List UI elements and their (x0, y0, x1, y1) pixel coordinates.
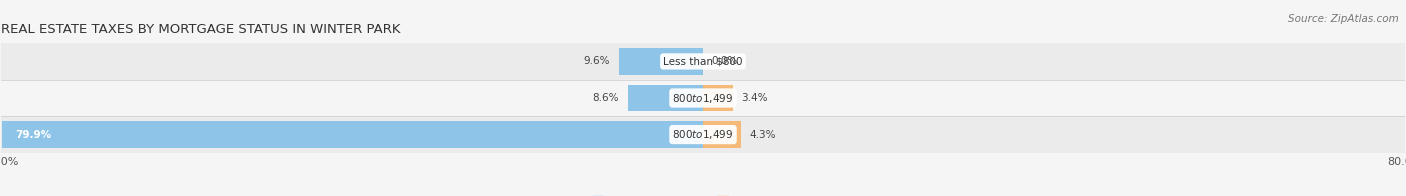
Text: 79.9%: 79.9% (15, 130, 52, 140)
Text: 4.3%: 4.3% (749, 130, 776, 140)
Text: Less than $800: Less than $800 (664, 56, 742, 66)
Text: 3.4%: 3.4% (741, 93, 768, 103)
Bar (627, 85, 703, 111)
Bar (703, 121, 741, 148)
Text: 0.0%: 0.0% (711, 56, 738, 66)
Text: $800 to $1,499: $800 to $1,499 (672, 92, 734, 104)
Text: 9.6%: 9.6% (583, 56, 610, 66)
Bar (0, 80, 1406, 116)
Bar (619, 48, 703, 75)
Bar (3, 121, 703, 148)
Bar (0, 43, 1406, 80)
Bar (703, 85, 733, 111)
Text: $800 to $1,499: $800 to $1,499 (672, 128, 734, 141)
Legend: Without Mortgage, With Mortgage: Without Mortgage, With Mortgage (588, 192, 818, 196)
Text: REAL ESTATE TAXES BY MORTGAGE STATUS IN WINTER PARK: REAL ESTATE TAXES BY MORTGAGE STATUS IN … (1, 23, 401, 36)
Text: 8.6%: 8.6% (592, 93, 619, 103)
Text: Source: ZipAtlas.com: Source: ZipAtlas.com (1288, 14, 1399, 24)
Bar (0, 116, 1406, 153)
